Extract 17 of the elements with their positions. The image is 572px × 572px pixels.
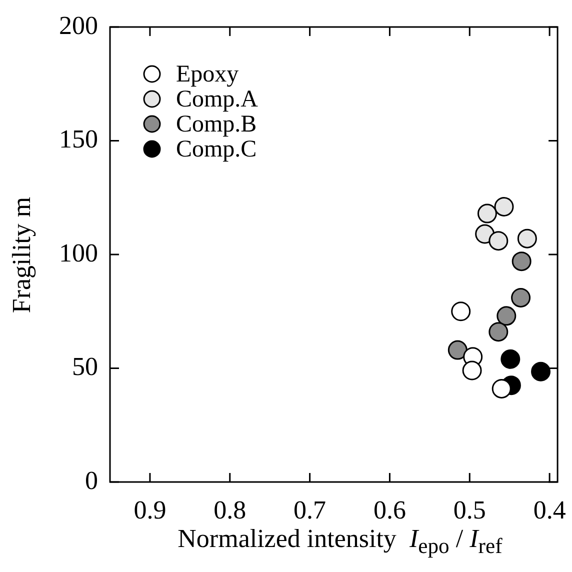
y-tick-label: 50 [72, 352, 98, 382]
x-tick-label: 0.6 [373, 495, 406, 524]
legend-label: Comp.B [176, 111, 257, 138]
legend-label: Comp.A [176, 86, 259, 112]
y-tick-label: 200 [59, 10, 98, 40]
y-tick-label: 150 [59, 124, 98, 154]
y-tick-label: 100 [59, 238, 98, 268]
legend-label: Epoxy [176, 61, 239, 88]
y-axis-title: Fragility m [7, 196, 37, 314]
x-tick-label: 0.4 [533, 495, 566, 524]
x-tick-label: 0.5 [453, 495, 486, 524]
legend-label: Comp.C [176, 136, 257, 162]
x-tick-label: 0.7 [294, 495, 326, 524]
x-tick-label: 0.9 [134, 495, 166, 524]
y-tick-label: 0 [85, 466, 98, 495]
x-axis-title: Normalized intensity I$_{epo}$ / I$_{ref}$ [176, 524, 504, 560]
x-tick-label: 0.8 [214, 495, 246, 524]
